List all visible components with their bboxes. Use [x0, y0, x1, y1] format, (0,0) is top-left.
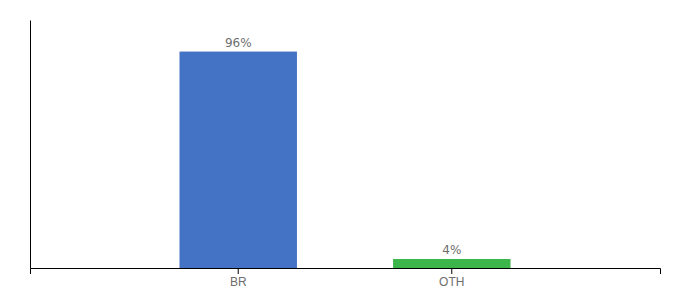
plot: BR OTH 96% 4% [31, 21, 661, 289]
x-tick: OTH [439, 268, 464, 289]
y-axis [30, 21, 31, 269]
bars [179, 52, 510, 268]
x-axis: BR OTH [31, 268, 661, 289]
bar [179, 52, 296, 268]
x-tick-mark [238, 268, 239, 274]
data-label: 4% [442, 243, 461, 257]
y-axis-line [30, 21, 31, 269]
x-tick-label: OTH [439, 275, 464, 289]
x-tick-mark [451, 268, 452, 274]
bar [393, 259, 510, 268]
x-tick: BR [230, 268, 247, 289]
data-label: 96% [225, 36, 252, 50]
x-tick-label: BR [230, 275, 247, 289]
chart: BR OTH 96% 4% [0, 0, 680, 300]
data-labels: 96% 4% [225, 36, 461, 257]
x-axis-line [31, 269, 661, 275]
